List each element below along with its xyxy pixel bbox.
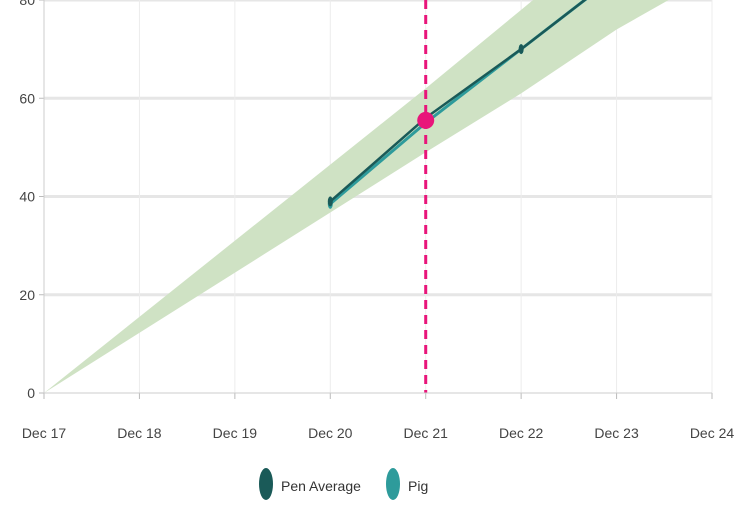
x-tick-label: Dec 18 <box>117 425 162 441</box>
x-tick-label: Dec 23 <box>594 425 639 441</box>
x-tick-label: Dec 21 <box>404 425 449 441</box>
axes: 0 20 40 60 80 Dec 17 Dec 18 Dec 19 Dec 20 Dec 21 D… <box>19 0 734 441</box>
legend-swatch <box>386 468 400 500</box>
legend[interactable]: Pen Average Pig <box>259 468 428 500</box>
legend-label: Pig <box>408 478 428 494</box>
series-line-0 <box>329 0 587 203</box>
y-tick-label: 40 <box>19 189 35 205</box>
x-tick-label: Dec 17 <box>22 425 67 441</box>
y-tick-label: 80 <box>19 0 35 8</box>
x-tick-label: Dec 22 <box>499 425 544 441</box>
confidence-band <box>44 0 669 393</box>
legend-swatch <box>259 468 273 500</box>
confidence-band-layer <box>44 0 669 393</box>
y-tick-label: 20 <box>19 287 35 303</box>
legend-item-1[interactable]: Pig <box>386 468 428 500</box>
legend-label: Pen Average <box>281 478 361 494</box>
grid <box>44 0 713 393</box>
current-value-marker[interactable] <box>417 111 435 129</box>
x-tick-label: Dec 19 <box>213 425 258 441</box>
legend-item-0[interactable]: Pen Average <box>259 468 361 500</box>
x-tick-label: Dec 20 <box>308 425 353 441</box>
y-tick-label: 0 <box>27 385 35 401</box>
x-tick-label: Dec 24 <box>690 425 735 441</box>
series-0-point-2 <box>518 44 524 55</box>
marker-layer <box>417 0 435 393</box>
y-tick-label: 60 <box>19 90 35 106</box>
series-0-point-0 <box>327 196 333 207</box>
